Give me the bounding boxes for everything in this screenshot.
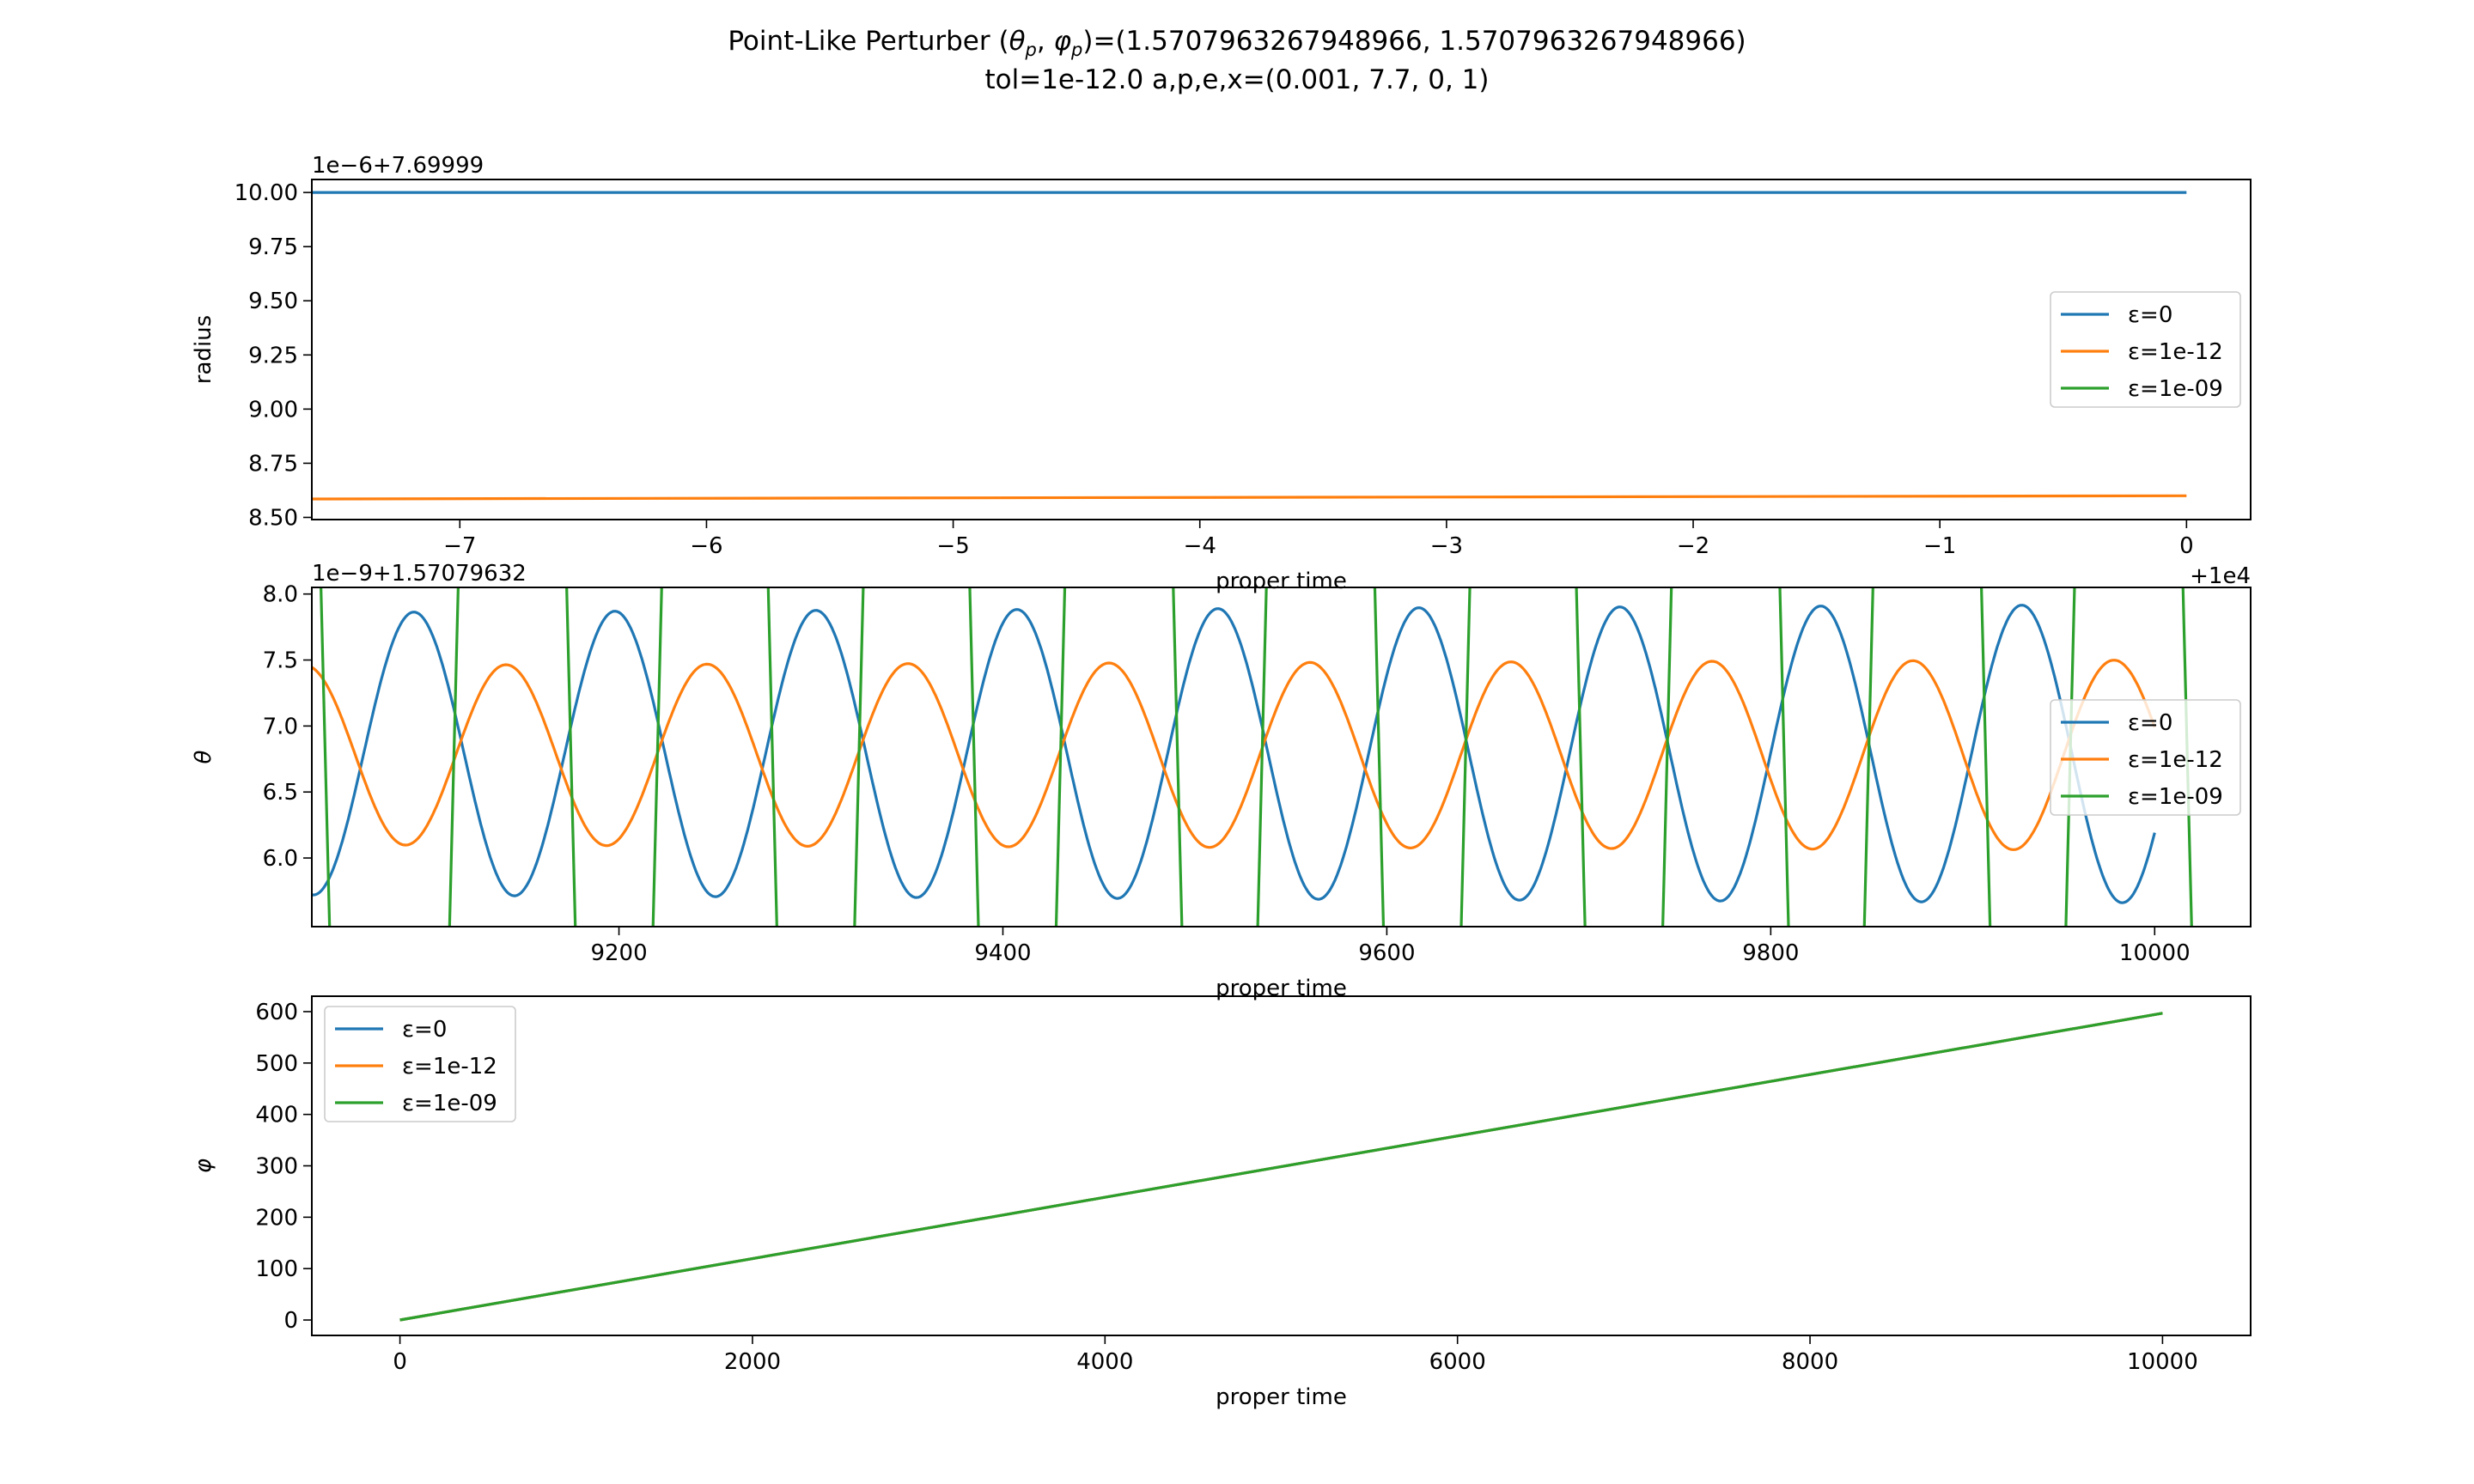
series-segment-eps1e-09 [853,587,865,927]
y-offset-text: 1e−6+7.69999 [312,153,484,179]
y-tick-label: 8.50 [248,505,298,531]
series-segment-eps1e-09 [766,587,778,927]
series-segment-eps1e-09 [651,587,663,927]
y-axis-label: θ [191,750,216,763]
x-tick-label: 10000 [2119,940,2191,966]
y-tick-label: 500 [255,1051,298,1077]
series-segment-eps1e-09 [1778,587,1790,927]
y-tick-label: 7.5 [263,648,298,674]
series-segment-eps1e-09 [1054,587,1067,927]
y-tick-label: 9.00 [248,397,298,423]
series-group [312,587,2193,927]
x-axis-label: proper time [1216,569,1347,594]
legend-box [2050,699,2241,816]
x-tick-label: 9600 [1358,940,1415,966]
radius-panel: −7 −6 −5 −4 −3 −2 −1 0 8.50 8.75 9.00 9.25 9.50 9.75 1… [191,153,2252,594]
series-line-eps1e-09 [399,1012,2163,1322]
legend-label: ε=1e-09 [2128,784,2223,810]
y-tick-label: 9.50 [248,289,298,314]
legend-label: ε=1e-09 [402,1091,497,1116]
x-axis-label: proper time [1216,976,1347,1001]
y-tick-label: 6.5 [263,780,298,806]
series-segment-eps1e-09 [1256,587,1268,927]
y-tick-label: 10.00 [235,180,298,206]
series-group [312,191,2187,501]
series-group [399,1012,2163,1322]
y-tick-label: 300 [255,1154,298,1180]
x-tick-label: 9400 [974,940,1031,966]
series-segment-eps1e-09 [448,587,460,927]
y-tick-label: 7.0 [263,714,298,739]
legend-box [2050,291,2241,408]
x-tick-label: 10000 [2127,1349,2198,1375]
y-tick-label: 100 [255,1256,298,1282]
figure-title-line1: Point-Like Perturber (θp, φp)=(1.5707963… [728,26,1746,60]
x-axis-label: proper time [1216,1384,1347,1410]
y-tick-label: 200 [255,1205,298,1231]
series-line-eps1e-12 [312,659,2156,851]
series-segment-eps1e-09 [565,587,577,927]
x-offset-text: +1e4 [2190,563,2251,589]
y-tick-label: 400 [255,1103,298,1128]
y-axis-label: φ [191,1159,216,1173]
y-axis-label: radius [191,315,216,384]
phi-panel: 0 2000 4000 6000 8000 10000 0 100 200 300 400 500 60… [191,995,2252,1410]
y-tick-label: 8.0 [263,582,298,608]
legend-label: ε=1e-12 [2128,339,2223,365]
x-tick-label: 2000 [724,1349,781,1375]
x-tick-label: 8000 [1782,1349,1838,1375]
legend-label: ε=0 [2128,710,2172,736]
x-tick-label: 0 [393,1349,407,1375]
y-tick-label: 8.75 [248,451,298,477]
y-offset-text: 1e−9+1.57079632 [312,561,527,587]
legend-label: ε=1e-09 [2128,376,2223,402]
x-tick-label: −7 [443,533,476,559]
series-segment-eps1e-09 [1373,587,1386,927]
legend: ε=0 ε=1e-12 ε=1e-09 [324,1006,516,1122]
x-tick-label: −4 [1184,533,1216,559]
x-tick-label: 9200 [590,940,647,966]
series-segment-eps1e-09 [1979,587,1992,927]
y-tick-label: 9.75 [248,234,298,260]
axes-frame [311,179,2252,520]
legend-label: ε=0 [402,1017,447,1043]
axes-frame [311,587,2252,928]
y-tick-label: 9.25 [248,343,298,368]
x-tick-label: −6 [690,533,722,559]
x-tick-label: 0 [2179,533,2194,559]
x-tick-label: 4000 [1076,1349,1133,1375]
x-tick-label: −2 [1677,533,1709,559]
y-tick-label: 6.0 [263,846,298,872]
figure-title-line2: tol=1e-12.0 a,p,e,x=(0.001, 7.7, 0, 1) [984,64,1489,95]
x-tick-label: 9800 [1742,940,1799,966]
series-segment-eps1e-09 [1575,587,1587,927]
y-tick-label: 0 [283,1308,298,1334]
series-line-eps1e-12 [312,494,2187,501]
series-segment-eps1e-09 [968,587,980,927]
series-segment-eps1e-09 [1172,587,1184,927]
x-tick-label: −1 [1923,533,1956,559]
series-segment-eps1e-09 [1459,587,1472,927]
y-tick-label: 600 [255,1000,298,1025]
x-tick-label: 6000 [1429,1349,1486,1375]
series-segment-eps1e-09 [1862,587,1874,927]
series-line-eps0 [312,604,2156,904]
x-tick-label: −5 [936,533,969,559]
legend-box [324,1006,516,1122]
legend: ε=0 ε=1e-12 ε=1e-09 [2050,699,2241,816]
legend-label: ε=1e-12 [2128,747,2223,773]
legend-label: ε=1e-12 [402,1054,497,1080]
legend: ε=0 ε=1e-12 ε=1e-09 [2050,291,2241,408]
legend-label: ε=0 [2128,302,2172,328]
series-segment-eps1e-09 [1661,587,1673,927]
x-tick-label: −3 [1430,533,1463,559]
series-segment-eps1e-09 [320,587,332,927]
